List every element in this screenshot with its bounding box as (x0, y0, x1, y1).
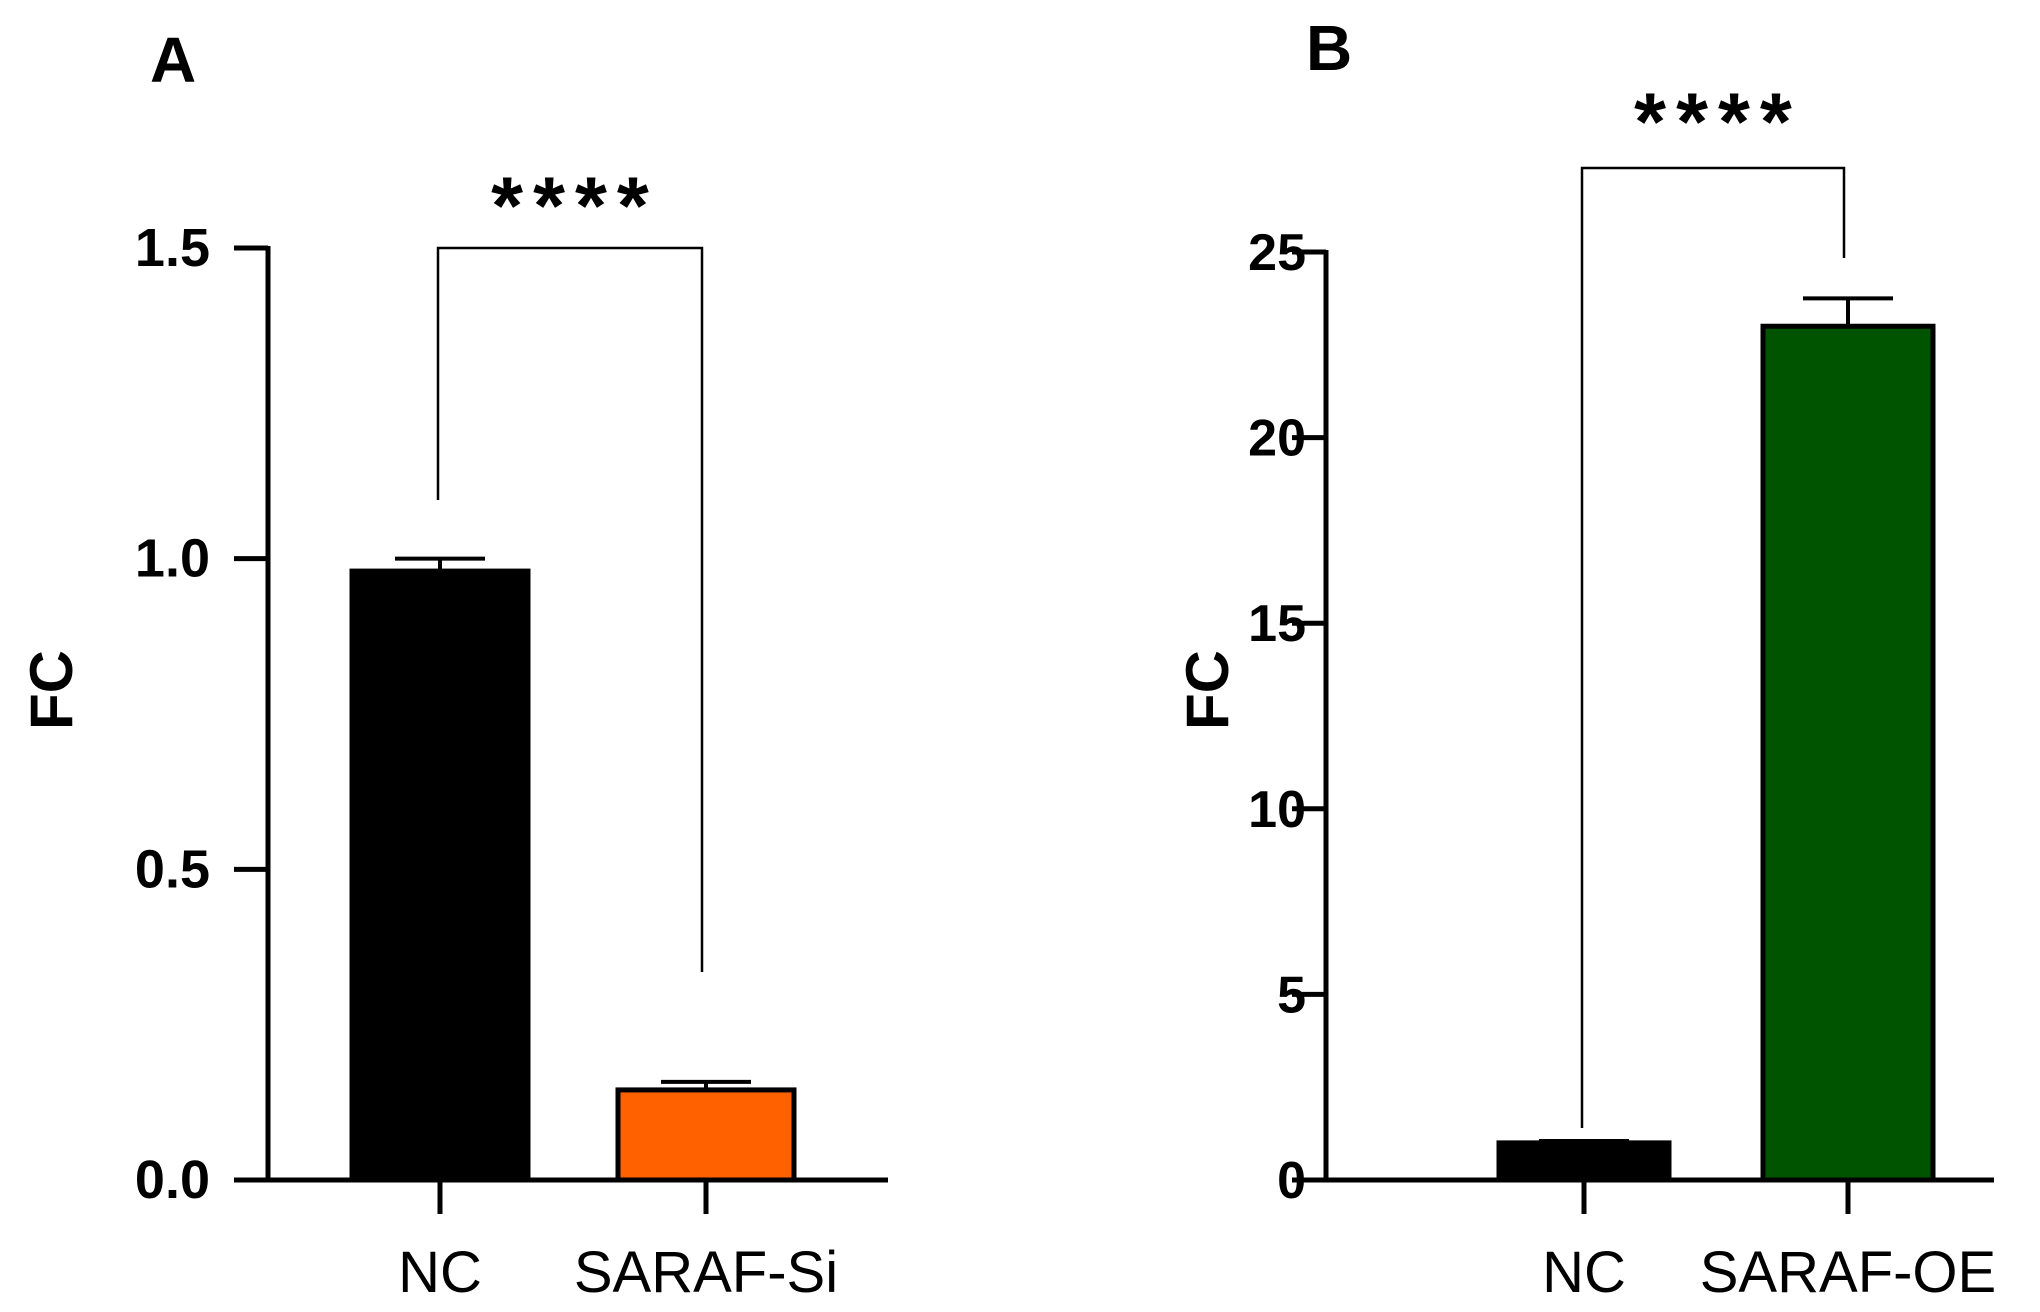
panel-b-significance-label: **** (1634, 77, 1802, 168)
panel-a-chart: A FC 0.0 0.5 1.0 1.5 NC SARAF-Si **** (18, 24, 888, 1305)
panel-b-y-tick-label: 15 (1248, 595, 1306, 653)
panel-b-y-axis-label: FC (1174, 650, 1241, 730)
panel-b-significance-bracket (1580, 166, 1846, 1128)
panel-b-y-tick-label: 0 (1277, 1152, 1306, 1210)
panel-a-letter: A (150, 24, 196, 96)
panel-b-chart: B FC 0 5 10 15 20 25 NC SARAF-OE **** (1174, 12, 1996, 1305)
panel-a-x-tick-label: NC (398, 1240, 482, 1305)
panel-a-bar-nc (349, 568, 531, 1183)
panel-a-x-tick-label: SARAF-Si (574, 1240, 838, 1305)
panel-a-y-tick-label: 1.5 (135, 218, 210, 278)
panel-b-bar-saraf (1760, 323, 1936, 1183)
panel-b-letter: B (1306, 12, 1352, 84)
panel-b-y-tick-label: 20 (1248, 410, 1306, 468)
panel-a-y-tick-label: 0.0 (135, 1150, 210, 1210)
panel-a-y-axis-label: FC (18, 650, 85, 730)
panel-b-y-tick-label: 25 (1248, 224, 1306, 282)
panel-a-significance-label: **** (491, 161, 659, 252)
panel-b-y-tick-label: 5 (1277, 966, 1306, 1024)
panel-b-x-tick-label: SARAF-OE (1700, 1240, 1997, 1305)
panel-b-y-tick-label: 10 (1248, 781, 1306, 839)
panel-b-x-tick-label: NC (1542, 1240, 1626, 1305)
panel-a-y-tick-label: 0.5 (135, 839, 210, 899)
panel-a-y-tick-label: 1.0 (135, 529, 210, 589)
panel-a-significance-bracket (436, 246, 704, 972)
panel-b-bar-nc (1496, 1140, 1672, 1183)
panel-a-bar-saraf (615, 1087, 797, 1183)
